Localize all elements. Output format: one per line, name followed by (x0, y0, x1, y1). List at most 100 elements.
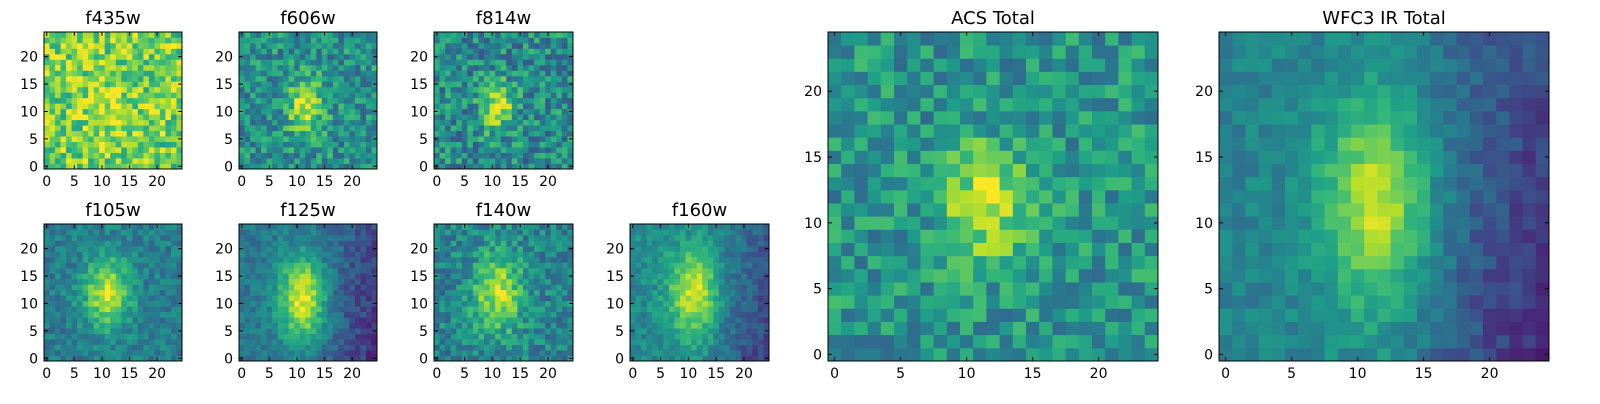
heatmap-cell (501, 268, 507, 274)
heatmap-cell (512, 76, 518, 82)
heatmap-cell (556, 76, 562, 82)
heatmap-cell (110, 284, 116, 290)
heatmap-cell (300, 147, 306, 153)
heatmap-cell (434, 120, 440, 126)
heatmap-cell (512, 142, 518, 148)
heatmap-cell (245, 48, 251, 54)
heatmap-cell (245, 317, 251, 323)
heatmap-cell (881, 269, 895, 283)
heatmap-cell (344, 279, 350, 285)
heatmap-cell (986, 190, 1000, 204)
x-tick-label: 15 (316, 174, 334, 190)
heatmap-cell (517, 37, 523, 43)
heatmap-cell (484, 273, 490, 279)
heatmap-cell (495, 81, 501, 87)
heatmap-cell (641, 268, 647, 274)
heatmap-cell (66, 43, 72, 49)
heatmap-cell (467, 262, 473, 268)
heatmap-cell (697, 295, 703, 301)
heatmap-cell (154, 65, 160, 71)
heatmap-cell (261, 76, 267, 82)
heatmap-cell (344, 312, 350, 318)
heatmap-cell (758, 262, 764, 268)
heatmap-cell (132, 125, 138, 131)
heatmap-cell (736, 240, 742, 246)
heatmap-cell (1118, 190, 1132, 204)
heatmap-cell (719, 334, 725, 340)
heatmap-cell (305, 224, 311, 230)
heatmap-cell (160, 257, 166, 263)
heatmap-cell (50, 37, 56, 43)
heatmap-cell (94, 87, 100, 93)
heatmap-cell (239, 98, 245, 104)
heatmap-cell (636, 295, 642, 301)
heatmap-cell (366, 43, 372, 49)
heatmap-cell (316, 158, 322, 164)
heatmap-cell (83, 103, 89, 109)
heatmap-cell (523, 48, 529, 54)
heatmap-cell (636, 235, 642, 241)
heatmap-cell (154, 273, 160, 279)
heatmap-cell (894, 243, 908, 257)
heatmap-cell (256, 76, 262, 82)
heatmap-cell (344, 43, 350, 49)
heatmap-cell (652, 290, 658, 296)
heatmap-cell (289, 32, 295, 38)
heatmap-cell (94, 257, 100, 263)
heatmap-cell (61, 350, 67, 356)
heatmap-cell (1105, 308, 1119, 322)
heatmap-cell (256, 273, 262, 279)
heatmap-cell (741, 240, 747, 246)
heatmap-cell (132, 224, 138, 230)
heatmap-cell (316, 147, 322, 153)
heatmap-cell (77, 262, 83, 268)
heatmap-cell (272, 87, 278, 93)
heatmap-cell (72, 290, 78, 296)
heatmap-cell (121, 131, 127, 137)
heatmap-cell (523, 229, 529, 235)
heatmap-cell (467, 147, 473, 153)
heatmap-cell (44, 350, 50, 356)
heatmap-cell (50, 81, 56, 87)
heatmap-cell (719, 350, 725, 356)
heatmap-cell (658, 246, 664, 252)
heatmap-cell (61, 87, 67, 93)
heatmap-cell (245, 339, 251, 345)
heatmap-cell (881, 256, 895, 270)
heatmap-cell (333, 70, 339, 76)
heatmap-cell (451, 251, 457, 257)
heatmap-cell (165, 279, 171, 285)
heatmap-cell (83, 98, 89, 104)
heatmap-cell (473, 262, 479, 268)
heatmap-cell (636, 257, 642, 263)
heatmap-cell (647, 279, 653, 285)
heatmap-cell (1118, 282, 1132, 296)
heatmap-cell (327, 350, 333, 356)
heatmap-cell (841, 164, 855, 178)
heatmap-cell (66, 350, 72, 356)
heatmap-cell (490, 317, 496, 323)
heatmap-cell (121, 290, 127, 296)
heatmap-cell (467, 235, 473, 241)
heatmap-cell (256, 43, 262, 49)
heatmap-cell (94, 312, 100, 318)
heatmap-cell (116, 48, 122, 54)
heatmap-cell (349, 328, 355, 334)
y-tick-label: 0 (419, 159, 428, 175)
heatmap-cell (344, 229, 350, 235)
heatmap-cell (462, 235, 468, 241)
heatmap-cell (702, 257, 708, 263)
heatmap-cell (1145, 295, 1159, 309)
heatmap-cell (440, 273, 446, 279)
heatmap-cell (495, 279, 501, 285)
heatmap-cell (1105, 269, 1119, 283)
heatmap-cell (691, 301, 697, 307)
heatmap-cell (333, 229, 339, 235)
heatmap-cell (960, 335, 974, 349)
heatmap-cell (88, 59, 94, 65)
heatmap-cell (355, 43, 361, 49)
heatmap-cell (349, 37, 355, 43)
heatmap-cell (294, 235, 300, 241)
heatmap-cell (272, 273, 278, 279)
heatmap-cell (72, 87, 78, 93)
